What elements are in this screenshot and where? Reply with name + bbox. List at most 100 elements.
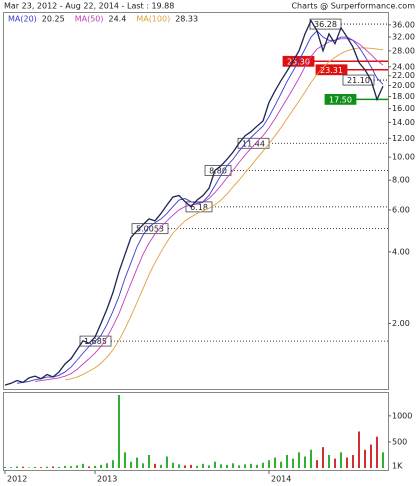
legend-value: 20.25 <box>42 15 65 24</box>
volume-bar <box>310 449 312 468</box>
volume-bar <box>106 463 108 468</box>
x-tick-label: 2013 <box>97 475 117 484</box>
volume-bar <box>268 460 270 468</box>
y-tick-label: 6.00 <box>392 205 410 214</box>
x-tick-label: 2012 <box>7 475 27 484</box>
volume-bar <box>28 467 30 468</box>
legend-name: MA(50) <box>75 15 104 24</box>
level-label: 17.50 <box>329 95 352 104</box>
volume-bar <box>346 457 348 468</box>
y-tick-label: 18.00 <box>392 92 415 101</box>
level-box <box>324 93 357 105</box>
volume-bar <box>112 460 114 468</box>
y-tick-label: 1000 <box>392 411 412 420</box>
price-frame <box>3 12 389 390</box>
volume-bar <box>190 464 192 468</box>
ma-line <box>16 30 384 384</box>
y-tick-label: 12.00 <box>392 134 415 143</box>
level-label: 36.28 <box>314 20 337 29</box>
volume-bar <box>220 464 222 468</box>
volume-bar <box>154 463 156 468</box>
volume-unit: 1K <box>392 462 403 471</box>
volume-bar <box>184 465 186 468</box>
volume-bar <box>322 447 324 468</box>
volume-bar <box>16 466 18 468</box>
level-label: 6.18 <box>190 203 208 212</box>
y-tick-label: 500 <box>392 437 407 446</box>
y-tick-label: 36.00 <box>392 20 415 29</box>
volume-bar <box>298 452 300 468</box>
volume-bar <box>304 456 306 468</box>
volume-bar <box>370 444 372 468</box>
level-label: 21.10 <box>347 76 370 85</box>
level-label: 23.31 <box>320 66 343 75</box>
level-box <box>131 223 169 235</box>
ma-line <box>64 47 384 381</box>
level-label: 8.80 <box>209 166 227 175</box>
y-tick-label: 22.00 <box>392 71 415 80</box>
y-tick-label: 8.00 <box>392 176 410 185</box>
x-tick-label: 2014 <box>271 475 291 484</box>
volume-bar <box>100 464 102 468</box>
volume-bar <box>52 466 54 468</box>
volume-bar <box>274 457 276 468</box>
volume-bar <box>124 452 126 468</box>
volume-bar <box>238 465 240 468</box>
y-tick-label: 14.00 <box>392 118 415 127</box>
volume-bar <box>76 465 78 468</box>
volume-bar <box>280 461 282 468</box>
level-label: 5.0053 <box>136 225 164 234</box>
chart-title: Mar 23, 2012 - Aug 22, 2014 - Last : 19.… <box>4 2 174 11</box>
volume-bar <box>58 466 60 468</box>
source: Charts @ Surperformance.com <box>291 2 415 11</box>
volume-bar <box>160 464 162 468</box>
volume-bar <box>202 463 204 468</box>
volume-bar <box>364 449 366 468</box>
volume-bar <box>232 463 234 468</box>
y-tick-label: 16.00 <box>392 104 415 113</box>
volume-bar <box>34 466 36 468</box>
volume-bar <box>10 467 12 468</box>
volume-bar <box>70 466 72 468</box>
volume-bar <box>334 458 336 468</box>
level-box <box>315 64 348 76</box>
volume-bar <box>172 462 174 468</box>
legend-name: MA(20) <box>8 15 37 24</box>
volume-bar <box>142 463 144 468</box>
volume-bar <box>88 466 90 468</box>
volume-bar <box>118 395 120 468</box>
y-tick-label: 20.00 <box>392 81 415 90</box>
volume-bar <box>262 462 264 468</box>
y-tick-label: 10.00 <box>392 153 415 162</box>
volume-bar <box>196 465 198 468</box>
volume-bar <box>178 464 180 468</box>
volume-bar <box>358 431 360 468</box>
volume-bar <box>286 454 288 468</box>
volume-bar <box>94 465 96 468</box>
level-box <box>204 164 232 176</box>
volume-bar <box>214 461 216 468</box>
volume-bar <box>250 463 252 468</box>
level-box <box>342 74 375 86</box>
price-line <box>4 19 384 386</box>
volume-bar <box>22 466 24 468</box>
volume-bar <box>166 456 168 468</box>
level-label: 1.685 <box>84 337 107 346</box>
y-tick-label: 32.00 <box>392 33 415 42</box>
volume-bar <box>328 454 330 468</box>
legend-value: 28.33 <box>175 15 198 24</box>
volume-bar <box>40 467 42 468</box>
volume-bar <box>130 461 132 468</box>
y-tick-label: 2.00 <box>392 319 410 328</box>
volume-bar <box>376 436 378 468</box>
volume-bar <box>46 466 48 468</box>
volume-bar <box>382 452 384 468</box>
volume-bar <box>292 458 294 468</box>
volume-bar <box>208 465 210 468</box>
volume-bar <box>64 465 66 468</box>
volume-bar <box>340 452 342 468</box>
level-label: 11.44 <box>242 139 265 148</box>
volume-bar <box>256 464 258 468</box>
volume-bar <box>352 454 354 468</box>
